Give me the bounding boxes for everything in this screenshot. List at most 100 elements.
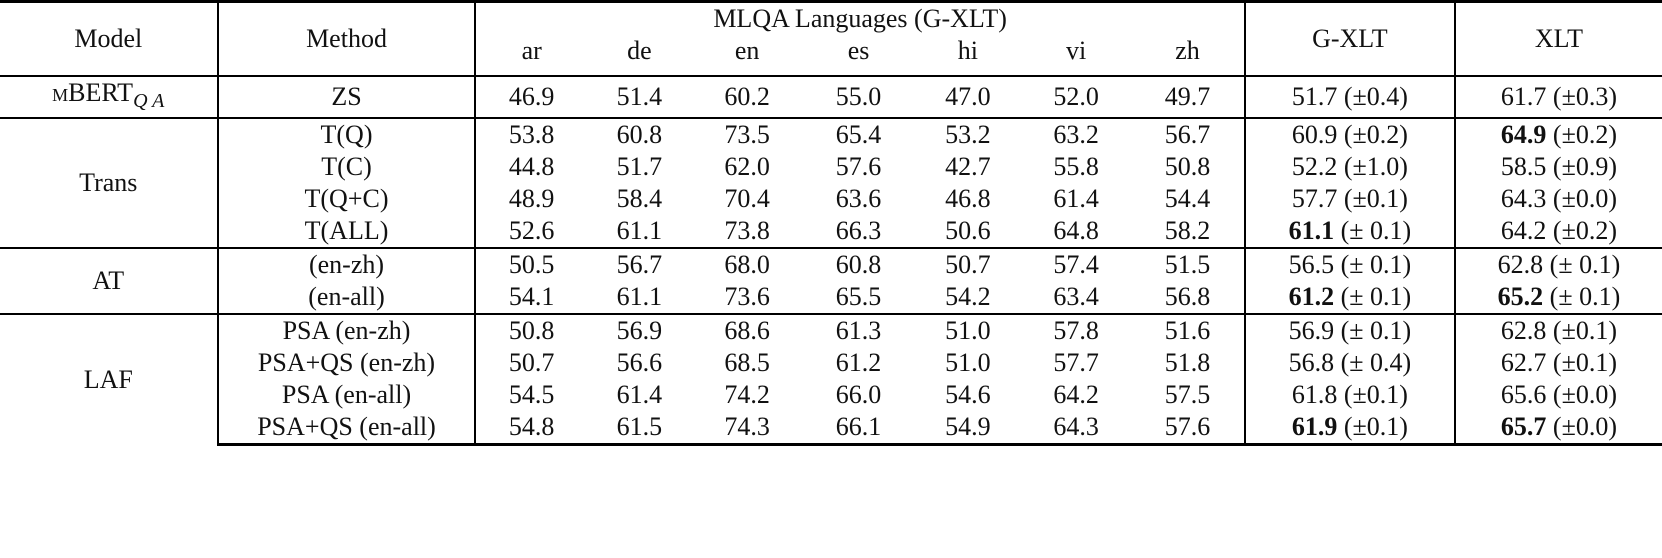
table-row: T(Q+C) 48.9 58.4 70.4 63.6 46.8 61.4 54.4 57.7 (… — [0, 183, 1662, 215]
gxlt-value: 61.1 — [1288, 216, 1335, 245]
score-cell: 46.8 — [945, 184, 991, 213]
score-cell: 57.5 — [1131, 379, 1246, 411]
score-cell: 65.5 — [835, 282, 882, 311]
gxlt-cell: 60.9 (±0.2) — [1244, 117, 1456, 151]
header-method: Method — [217, 0, 477, 76]
score-cell: 73.8 — [724, 216, 770, 245]
xlt-value: 65.2 — [1497, 282, 1544, 311]
score-cell: 61.5 — [586, 411, 692, 446]
score-cell: 73.6 — [724, 282, 770, 311]
gxlt-stddev: (± 0.1) — [1340, 216, 1412, 245]
gxlt-stddev: (± 0.1) — [1340, 282, 1412, 311]
model-label: Trans — [79, 168, 138, 197]
score-cell: 50.7 — [914, 247, 1021, 281]
score-cell: 55.8 — [1053, 152, 1099, 181]
table-header: Model Method MLQA Languages (G-XLT) G-XL… — [0, 0, 1662, 76]
score-cell: 54.8 — [475, 411, 587, 446]
gxlt-cell: 56.5 (± 0.1) — [1244, 247, 1456, 281]
score-cell: 64.8 — [1053, 216, 1099, 245]
method-cell: T(Q+C) — [217, 183, 477, 215]
method-cell: (en-all) — [217, 281, 477, 314]
model-label: AT — [92, 266, 125, 295]
model-name: mBERTQ A — [0, 75, 219, 118]
method-cell: T(Q) — [217, 117, 477, 151]
score-cell: 51.0 — [945, 348, 991, 377]
gxlt-value: 52.2 — [1291, 152, 1338, 181]
score-cell: 56.8 — [1131, 281, 1246, 314]
score-cell: 61.3 — [802, 313, 915, 347]
score-cell: 73.5 — [691, 117, 803, 151]
xlt-cell: 65.7 (±0.0) — [1454, 411, 1662, 446]
xlt-value: 65.6 — [1500, 380, 1547, 409]
score-cell: 56.6 — [616, 348, 663, 377]
xlt-stddev: (±0.0) — [1552, 380, 1618, 409]
score-cell: 50.7 — [508, 348, 555, 377]
gxlt-cell: 56.9 (± 0.1) — [1244, 313, 1456, 347]
xlt-stddev: (±0.1) — [1552, 316, 1618, 345]
header-mlqa-group: MLQA Languages (G-XLT) — [475, 0, 1246, 35]
header-lang: en — [734, 36, 760, 65]
gxlt-cell: 56.8 (± 0.4) — [1244, 347, 1456, 379]
method-cell: T(ALL) — [217, 215, 477, 248]
xlt-value: 64.9 — [1500, 120, 1547, 149]
header-lang: vi — [1065, 36, 1087, 65]
method-cell: T(C) — [217, 151, 477, 183]
score-cell: 63.4 — [1053, 282, 1099, 311]
gxlt-stddev: (±0.1) — [1343, 412, 1408, 441]
table-row: Trans T(Q) 53.8 60.8 73.5 65.4 53.2 63.2 56.7 60.… — [0, 117, 1662, 248]
gxlt-value: 56.5 — [1288, 250, 1335, 279]
score-cell: 44.8 — [508, 152, 555, 181]
table-row: T(C) 44.8 51.7 62.0 57.6 42.7 55.8 50.8 52.2 (±1… — [0, 151, 1662, 183]
score-cell: 66.0 — [835, 380, 882, 409]
score-cell: 57.6 — [835, 152, 882, 181]
gxlt-stddev: (±0.4) — [1343, 82, 1408, 111]
score-cell: 74.2 — [724, 380, 770, 409]
xlt-stddev: (±0.2) — [1552, 216, 1618, 245]
score-cell: 51.0 — [914, 313, 1021, 347]
xlt-cell: 65.2 (± 0.1) — [1455, 281, 1662, 314]
score-cell: 57.8 — [1020, 313, 1132, 347]
gxlt-value: 61.9 — [1291, 412, 1338, 441]
score-cell: 46.9 — [475, 75, 587, 118]
score-cell: 61.2 — [835, 348, 882, 377]
score-cell: 63.6 — [835, 184, 882, 213]
score-cell: 64.2 — [1053, 380, 1099, 409]
score-cell: 57.4 — [1020, 247, 1132, 281]
gxlt-cell: 52.2 (±1.0) — [1244, 151, 1456, 183]
xlt-cell: 58.5 (±0.9) — [1455, 151, 1662, 183]
gxlt-value: 61.8 — [1291, 380, 1338, 409]
score-cell: 49.7 — [1131, 75, 1246, 118]
gxlt-stddev: (±1.0) — [1343, 152, 1408, 181]
xlt-cell: 61.7 (±0.3) — [1454, 75, 1662, 118]
score-cell: 60.2 — [691, 75, 803, 118]
score-cell: 50.6 — [945, 216, 991, 245]
gxlt-cell: 61.9 (±0.1) — [1244, 411, 1456, 446]
model-name: LAF — [0, 313, 219, 445]
score-cell: 50.8 — [475, 313, 587, 347]
score-cell: 51.6 — [1131, 313, 1246, 347]
gxlt-value: 57.7 — [1291, 184, 1338, 213]
method-cell: PSA+QS (en-zh) — [217, 347, 477, 379]
xlt-stddev: (±0.3) — [1552, 82, 1618, 111]
score-cell: 74.3 — [691, 411, 803, 446]
table-body: mBERTQ A ZS 46.9 51.4 60.2 55.0 47.0 52.0 49.7 51… — [0, 75, 1662, 446]
header-gxlt: G-XLT — [1244, 0, 1456, 76]
score-cell: 54.4 — [1131, 183, 1246, 215]
score-cell: 60.8 — [802, 247, 915, 281]
gxlt-value: 56.9 — [1288, 316, 1335, 345]
table-row: AT (en-zh) 50.5 56.7 68.0 60.8 50.7 57.4 51.5 56.… — [0, 247, 1662, 314]
xlt-value: 65.7 — [1500, 412, 1547, 441]
table-row: PSA+QS (en-all) 54.8 61.5 74.3 66.1 54.9 64.3 5… — [0, 411, 1662, 446]
header-xlt: XLT — [1454, 0, 1662, 76]
score-cell: 61.4 — [616, 380, 663, 409]
xlt-value: 62.7 — [1500, 348, 1547, 377]
score-cell: 50.5 — [475, 247, 587, 281]
xlt-value: 64.2 — [1500, 216, 1547, 245]
xlt-cell: 62.7 (±0.1) — [1455, 347, 1662, 379]
score-cell: 66.3 — [835, 216, 882, 245]
score-cell: 61.1 — [616, 216, 663, 245]
header-lang: de — [627, 36, 652, 65]
score-cell: 57.6 — [1131, 411, 1246, 446]
gxlt-cell: 61.8 (±0.1) — [1244, 379, 1456, 411]
gxlt-stddev: (±0.2) — [1343, 120, 1408, 149]
